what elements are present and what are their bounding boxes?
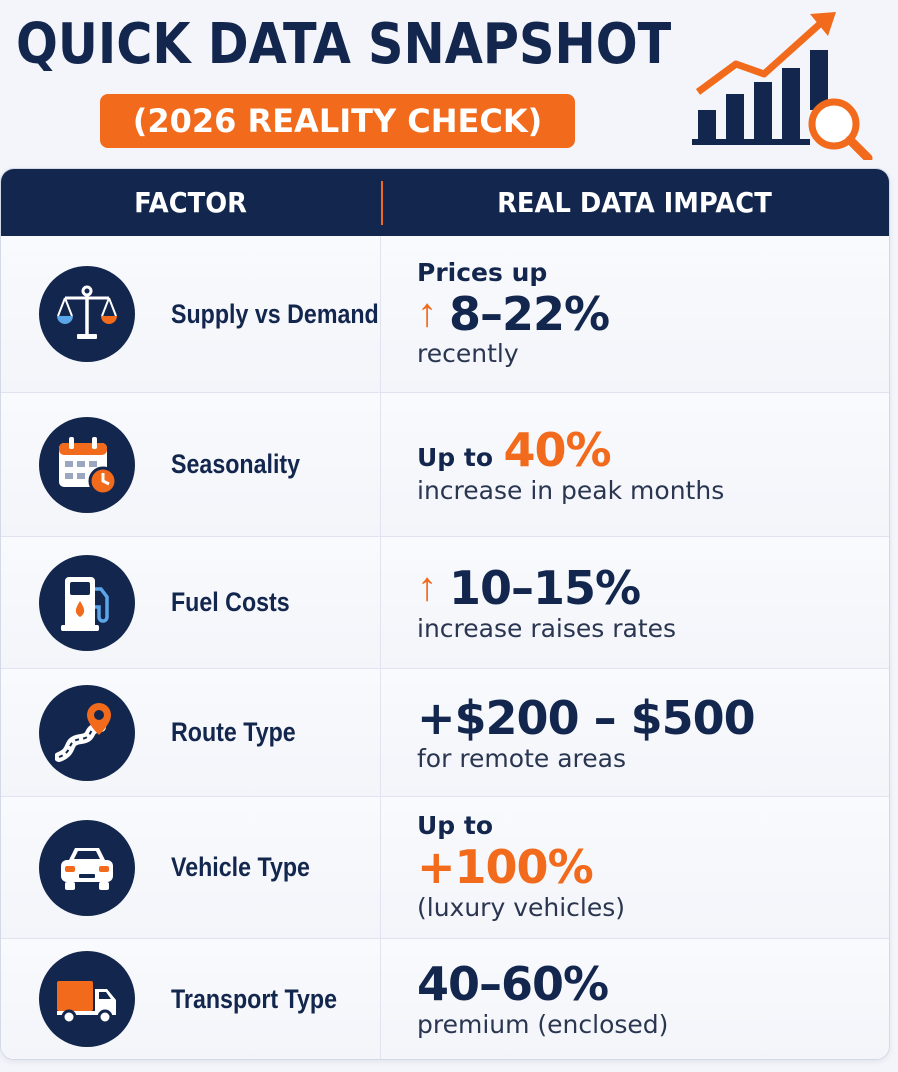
factor-cell: Vehicle Type [1, 797, 381, 938]
factor-icon-circle [39, 819, 135, 916]
column-header-factor: FACTOR [134, 186, 247, 219]
impact-note: for remote areas [417, 743, 626, 773]
up-arrow-icon: ↑ [417, 290, 437, 335]
scale-balance-icon [57, 285, 117, 339]
impact-lead: Prices up [417, 257, 548, 287]
data-table: FACTOR REAL DATA IMPACT [0, 168, 890, 1060]
factor-cell: Fuel Costs [1, 537, 381, 668]
column-header-impact: REAL DATA IMPACT [497, 186, 772, 219]
factor-icon-circle [39, 951, 135, 1047]
impact-value: +100% [417, 840, 594, 895]
factor-label: Supply vs Demand [171, 298, 379, 329]
factor-icon-circle [39, 554, 135, 651]
factor-label: Route Type [171, 717, 296, 747]
car-front-icon [61, 847, 113, 890]
impact-lead: Up to [417, 811, 494, 841]
header-divider [381, 181, 383, 225]
up-arrow-icon: ↑ [417, 564, 437, 609]
impact-lead: Up to [417, 442, 494, 472]
impact-cell: Up to 40% increase in peak months [381, 393, 889, 536]
impact-note: recently [417, 339, 519, 369]
table-row: Supply vs Demand Prices up ↑ 8–22% recent… [1, 236, 889, 393]
factor-label: Fuel Costs [171, 587, 290, 617]
factor-icon-circle [39, 684, 135, 781]
impact-value: 10–15% [449, 560, 641, 615]
impact-cell: +$200 – $500 for remote areas [381, 669, 889, 796]
delivery-truck-icon [57, 981, 116, 1025]
subtitle-text: (2026 REALITY CHECK) [132, 102, 543, 140]
impact-note: increase raises rates [417, 613, 677, 643]
bar-chart-growth-magnifier-icon [692, 12, 873, 160]
calendar-clock-icon [59, 436, 118, 495]
impact-note: increase in peak months [417, 475, 725, 505]
factor-label: Transport Type [171, 983, 338, 1014]
impact-value: 40% [503, 422, 611, 477]
impact-cell: ↑ 10–15% increase raises rates [381, 537, 889, 668]
subtitle-badge: (2026 REALITY CHECK) [100, 94, 575, 148]
impact-cell: 40–60% premium (enclosed) [381, 939, 889, 1059]
table-header: FACTOR REAL DATA IMPACT [1, 169, 889, 236]
impact-cell: Prices up ↑ 8–22% recently [381, 236, 889, 392]
factor-label: Seasonality [171, 449, 301, 479]
factor-cell: Supply vs Demand [1, 236, 381, 392]
page-title: QUICK DATA SNAPSHOT [16, 12, 672, 77]
factor-icon-circle [39, 266, 135, 362]
table-row: Fuel Costs ↑ 10–15% increase raises rates [1, 537, 889, 669]
table-row: Transport Type 40–60% premium (enclosed) [1, 939, 889, 1059]
table-row: Route Type +$200 – $500 for remote areas [1, 669, 889, 797]
winding-road-pin-icon [55, 702, 111, 762]
factor-cell: Route Type [1, 669, 381, 796]
impact-value: 40–60% [417, 957, 609, 1012]
factor-icon-circle [39, 416, 135, 513]
impact-note: premium (enclosed) [417, 1010, 669, 1040]
impact-value: +$200 – $500 [417, 690, 756, 745]
fuel-pump-icon [61, 576, 109, 631]
impact-value: 8–22% [449, 286, 610, 341]
table-row: Seasonality Up to 40% increase in peak m… [1, 393, 889, 537]
factor-cell: Seasonality [1, 393, 381, 536]
table-row: Vehicle Type Up to +100% (luxury vehicle… [1, 797, 889, 939]
factor-label: Vehicle Type [171, 852, 310, 882]
impact-note: (luxury vehicles) [417, 892, 626, 922]
factor-cell: Transport Type [1, 939, 381, 1059]
impact-cell: Up to +100% (luxury vehicles) [381, 797, 889, 938]
